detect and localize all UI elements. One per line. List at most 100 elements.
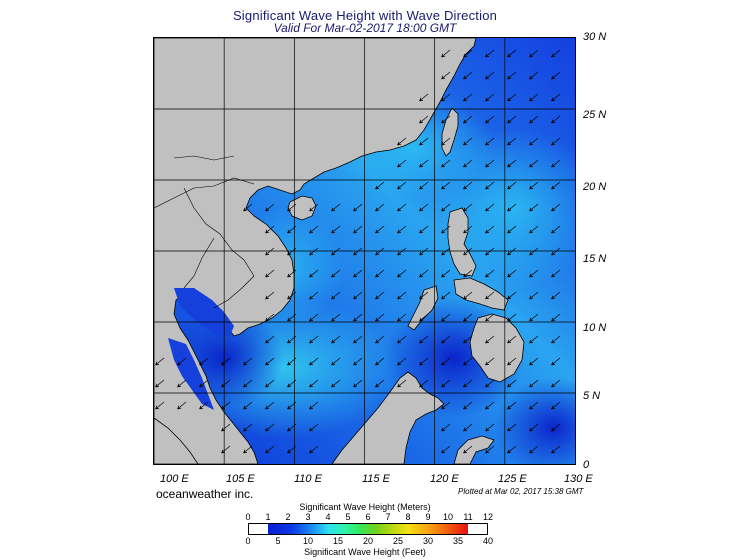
- wave-arrow: [507, 203, 517, 212]
- legend-feet-tick: 0: [245, 536, 251, 546]
- wave-arrow: [419, 181, 429, 190]
- wave-arrow: [177, 357, 187, 366]
- wave-arrow: [419, 335, 429, 344]
- wave-arrow: [243, 357, 253, 366]
- legend-meters-title: Significant Wave Height (Meters): [299, 502, 431, 512]
- wave-arrow: [419, 137, 429, 146]
- wave-arrow: [485, 357, 495, 366]
- wave-arrow: [375, 291, 385, 300]
- lat-label-15n: 15 N: [583, 253, 607, 265]
- wave-arrow: [529, 225, 539, 234]
- wave-arrow: [419, 159, 429, 168]
- wave-arrow: [199, 357, 209, 366]
- legend-feet-tick: 10: [302, 536, 314, 546]
- wave-arrow: [441, 313, 451, 322]
- wave-arrow: [441, 335, 451, 344]
- wave-arrow: [287, 225, 297, 234]
- wave-arrow: [485, 159, 495, 168]
- wave-arrow: [309, 247, 319, 256]
- wave-arrow: [551, 313, 561, 322]
- legend-feet-tick: 25: [392, 536, 404, 546]
- wave-arrow: [287, 203, 297, 212]
- wave-arrow: [463, 181, 473, 190]
- wave-arrow: [221, 357, 231, 366]
- wave-arrow: [507, 335, 517, 344]
- wave-arrow: [265, 401, 275, 410]
- wave-arrow: [397, 225, 407, 234]
- wave-arrow: [199, 379, 209, 388]
- wave-arrow: [375, 181, 385, 190]
- wave-arrow: [441, 137, 451, 146]
- lat-label-20n: 20 N: [583, 181, 607, 193]
- wave-arrow: [551, 357, 561, 366]
- wave-arrow: [331, 335, 341, 344]
- wave-arrow: [507, 247, 517, 256]
- legend-feet-title: Significant Wave Height (Feet): [304, 547, 426, 557]
- wave-arrow: [529, 335, 539, 344]
- wave-arrow: [529, 203, 539, 212]
- wave-arrow: [419, 247, 429, 256]
- wave-arrow: [485, 93, 495, 102]
- wave-arrow: [441, 401, 451, 410]
- wave-arrow: [441, 203, 451, 212]
- wave-arrow: [507, 115, 517, 124]
- wave-arrow: [265, 445, 275, 454]
- plotted-timestamp: Plotted at Mar 02, 2017 15:38 GMT: [458, 487, 584, 496]
- legend-feet-tick: 35: [452, 536, 464, 546]
- wave-arrow: [441, 49, 451, 58]
- wave-arrow: [507, 93, 517, 102]
- wave-arrow: [243, 203, 253, 212]
- wave-arrow: [331, 203, 341, 212]
- wave-arrow: [441, 291, 451, 300]
- wave-arrow: [463, 313, 473, 322]
- wave-arrow: [485, 225, 495, 234]
- wave-arrow: [265, 247, 275, 256]
- wave-arrow: [551, 181, 561, 190]
- attribution-text: oceanweather inc.: [156, 487, 254, 501]
- wave-arrow: [287, 357, 297, 366]
- legend-feet-tick: 30: [422, 536, 434, 546]
- wave-arrow: [529, 357, 539, 366]
- legend-color-bar: [248, 523, 488, 535]
- wave-arrow: [309, 335, 319, 344]
- wave-arrow: [485, 335, 495, 344]
- wave-arrow: [287, 247, 297, 256]
- wave-arrow: [485, 203, 495, 212]
- wave-arrow: [309, 423, 319, 432]
- wave-arrow: [551, 291, 561, 300]
- wave-arrow: [397, 203, 407, 212]
- wave-arrow: [551, 115, 561, 124]
- wave-height-map[interactable]: [153, 37, 576, 465]
- wave-arrow: [485, 445, 495, 454]
- wave-arrow: [463, 71, 473, 80]
- wave-arrow: [287, 401, 297, 410]
- wave-arrow: [177, 379, 187, 388]
- wave-arrow: [485, 71, 495, 80]
- legend-meters-tick: 5: [345, 512, 351, 522]
- wave-arrow: [551, 401, 561, 410]
- wave-arrow: [463, 401, 473, 410]
- wave-arrow: [529, 313, 539, 322]
- wave-arrow: [551, 379, 561, 388]
- wave-arrow: [507, 225, 517, 234]
- wave-arrow: [221, 379, 231, 388]
- wave-arrow: [463, 93, 473, 102]
- wave-arrow: [375, 313, 385, 322]
- legend-meters-tick: 0: [245, 512, 251, 522]
- wave-arrow: [507, 313, 517, 322]
- wave-arrow: [419, 203, 429, 212]
- wave-arrow: [507, 49, 517, 58]
- wave-arrow: [265, 357, 275, 366]
- wave-arrow: [485, 313, 495, 322]
- wave-arrow: [397, 291, 407, 300]
- wave-arrow: [375, 357, 385, 366]
- wave-arrow: [441, 269, 451, 278]
- wave-arrow: [485, 423, 495, 432]
- lon-label-100e: 100 E: [160, 473, 189, 485]
- wave-arrow: [463, 335, 473, 344]
- wave-arrow: [551, 225, 561, 234]
- borneo-landmass: [331, 371, 445, 464]
- wave-arrow: [221, 445, 231, 454]
- wave-arrow: [419, 269, 429, 278]
- wave-arrow: [331, 379, 341, 388]
